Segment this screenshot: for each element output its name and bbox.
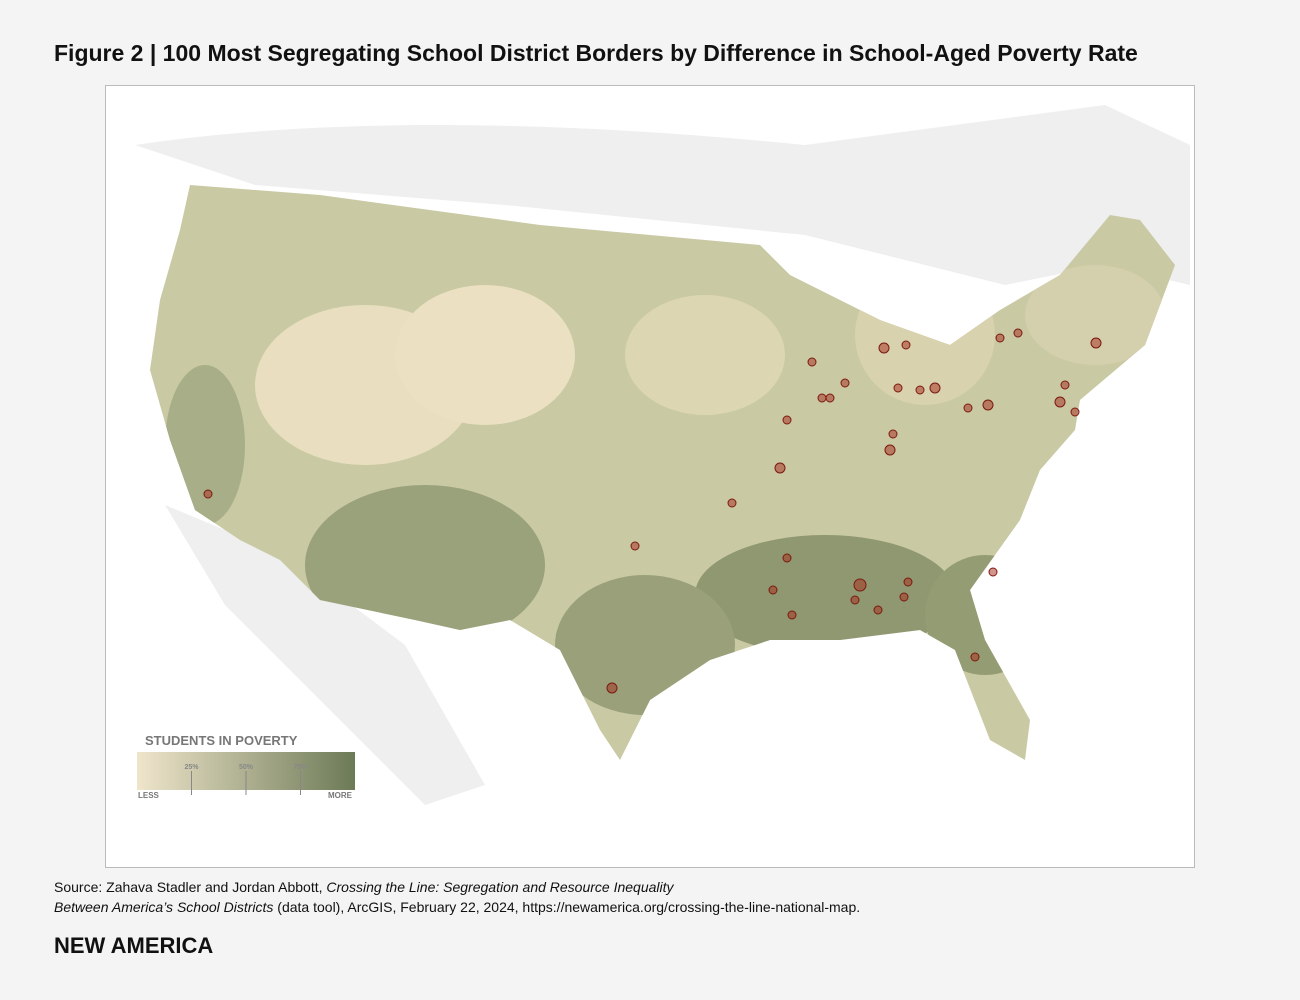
map: STUDENTS IN POVERTY LESS MORE 25% 50% 75% — [105, 85, 1195, 868]
legend-tick-label: 50% — [239, 764, 254, 771]
legend-title: STUDENTS IN POVERTY — [145, 733, 298, 748]
land-background — [135, 105, 1190, 805]
title: Figure 2 | 100 Most Segregating School D… — [54, 40, 1138, 66]
legend: STUDENTS IN POVERTY LESS MORE 25% 50% 75% — [137, 733, 355, 800]
source-title: Crossing the Line: Segregation and Resou… — [326, 879, 674, 895]
legend-high: MORE — [328, 791, 353, 800]
legend-tick-label: 25% — [184, 764, 199, 771]
source-prefix: Source: Zahava Stadler and Jordan Abbott… — [54, 879, 327, 895]
segregating-borders — [203, 328, 1102, 694]
source: Source: Zahava Stadler and Jordan Abbott… — [54, 877, 860, 917]
source-title: Between America’s School Districts — [54, 899, 274, 915]
source-suffix: (data tool), ArcGIS, February 22, 2024, … — [273, 899, 861, 915]
legend-tick-label: 75% — [293, 764, 308, 771]
legend-low: LESS — [138, 791, 160, 800]
brand: NEW AMERICA — [54, 933, 214, 958]
